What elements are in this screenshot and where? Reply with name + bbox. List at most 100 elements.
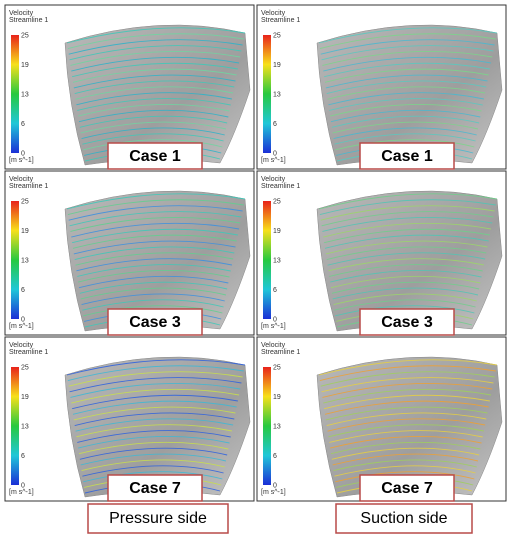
blade xyxy=(316,356,503,498)
streamline xyxy=(73,240,236,255)
streamline xyxy=(83,305,223,317)
legend-unit: [m s^-1] xyxy=(9,489,34,496)
colorbar-tick-label: 25 xyxy=(21,365,29,372)
legend-title: Velocity xyxy=(261,176,286,183)
streamline xyxy=(327,86,486,100)
streamline xyxy=(334,133,476,145)
colorbar-tick-label: 6 xyxy=(21,121,25,128)
streamline xyxy=(321,377,494,393)
streamline xyxy=(68,39,243,55)
case-box xyxy=(359,142,455,170)
streamline xyxy=(74,80,235,95)
streamline xyxy=(75,418,234,432)
colorbar-tick-label: 19 xyxy=(21,228,29,235)
legend-subtitle: Streamline 1 xyxy=(261,17,300,24)
blade xyxy=(316,190,503,332)
streamline xyxy=(68,205,243,221)
legend-title: Velocity xyxy=(261,10,286,17)
streamline xyxy=(66,359,246,376)
colorbar-tick-label: 0 xyxy=(273,483,277,490)
streamline xyxy=(70,51,241,66)
streamline xyxy=(327,418,486,432)
colorbar-tick-label: 0 xyxy=(21,317,25,324)
streamline xyxy=(78,270,230,283)
streamline xyxy=(332,121,479,134)
case-label: Case 3 xyxy=(381,314,433,331)
streamline xyxy=(319,33,496,50)
streamline xyxy=(72,68,237,83)
streamline xyxy=(335,471,475,483)
streamline xyxy=(328,92,484,106)
streamline xyxy=(74,246,235,261)
streamline xyxy=(83,471,223,483)
streamline xyxy=(77,98,231,111)
legend-unit: [m s^-1] xyxy=(9,157,34,164)
streamline xyxy=(334,299,476,311)
colorbar-tick-label: 19 xyxy=(273,228,281,235)
legend-unit: [m s^-1] xyxy=(9,323,34,330)
legend-unit: [m s^-1] xyxy=(261,489,286,496)
streamline xyxy=(327,252,486,266)
streamline xyxy=(318,193,498,210)
streamline xyxy=(333,459,477,471)
case-box xyxy=(107,308,203,336)
case-box xyxy=(107,142,203,170)
colorbar xyxy=(263,201,271,319)
streamline xyxy=(79,115,228,128)
streamline xyxy=(330,104,482,117)
streamline xyxy=(326,246,487,261)
streamline xyxy=(71,222,240,238)
colorbar-tick-label: 19 xyxy=(273,62,281,69)
streamline xyxy=(69,45,242,61)
streamline xyxy=(333,127,477,139)
streamline xyxy=(78,109,229,123)
streamline xyxy=(330,436,482,449)
streamline xyxy=(72,400,237,415)
colorbar-tick-label: 25 xyxy=(273,365,281,372)
streamline xyxy=(320,39,495,55)
column-label: Suction side xyxy=(360,510,447,527)
colorbar-tick-label: 6 xyxy=(21,287,25,294)
streamline xyxy=(76,424,232,438)
colorbar-tick-label: 6 xyxy=(273,453,277,460)
case-label: Case 7 xyxy=(129,480,181,497)
streamline xyxy=(330,109,481,123)
label-box xyxy=(335,503,473,534)
streamline xyxy=(72,394,238,410)
streamline xyxy=(325,240,488,255)
colorbar-tick-label: 13 xyxy=(273,92,281,99)
colorbar-tick-label: 19 xyxy=(21,394,29,401)
streamline xyxy=(322,383,493,398)
streamline xyxy=(69,211,242,227)
streamline xyxy=(78,441,229,455)
streamline xyxy=(324,68,489,83)
streamline xyxy=(73,74,236,89)
colorbar-tick-label: 25 xyxy=(273,199,281,206)
colorbar-tick-label: 6 xyxy=(273,121,277,128)
case-label: Case 7 xyxy=(381,480,433,497)
streamline xyxy=(318,27,498,44)
streamline xyxy=(319,199,496,216)
streamline xyxy=(319,365,496,382)
blade xyxy=(64,356,251,498)
streamline xyxy=(335,305,475,317)
case-label: Case 1 xyxy=(129,148,181,165)
streamline xyxy=(73,406,236,421)
legend-title: Velocity xyxy=(9,10,34,17)
case-box xyxy=(107,474,203,502)
streamline xyxy=(67,33,244,50)
streamline xyxy=(335,139,475,151)
colorbar-tick-label: 13 xyxy=(273,424,281,431)
streamline xyxy=(74,412,235,427)
streamline xyxy=(81,127,225,139)
streamline xyxy=(67,365,244,382)
streamline xyxy=(320,205,495,221)
streamline xyxy=(332,287,479,300)
colorbar-tick-label: 19 xyxy=(21,62,29,69)
colorbar-tick-label: 25 xyxy=(273,33,281,40)
